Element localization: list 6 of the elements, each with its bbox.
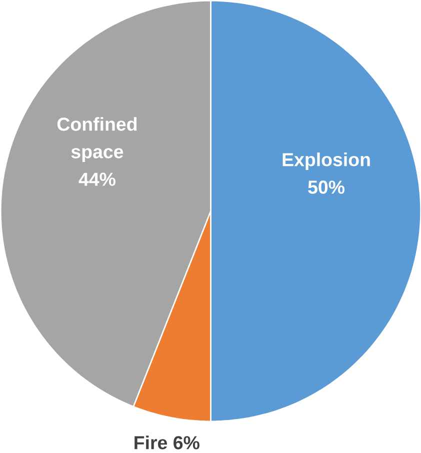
data-label: 6% — [173, 436, 200, 450]
slice-label: Fire — [134, 436, 167, 450]
data-label: 50% — [308, 180, 344, 194]
slice-label: Confined space — [57, 117, 136, 162]
data-label: 44% — [78, 172, 116, 186]
slice-label: Explosion — [282, 152, 370, 170]
